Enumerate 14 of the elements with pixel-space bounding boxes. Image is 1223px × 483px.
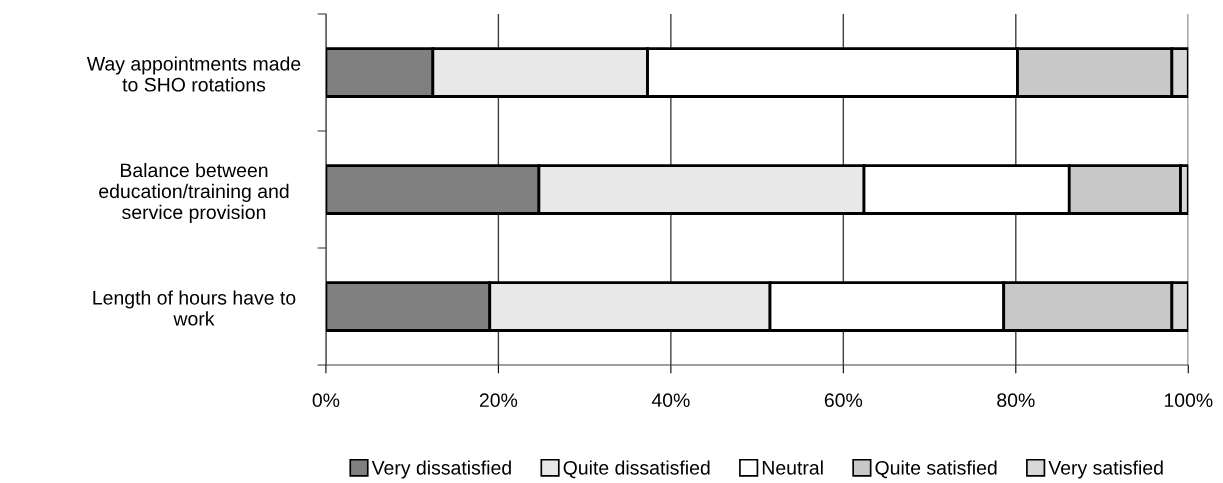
legend-label: Neutral — [762, 460, 823, 475]
x-tick-label: 80% — [997, 393, 1035, 408]
x-tick-label: 100% — [1164, 393, 1213, 408]
legend-label: Quite dissatisfied — [563, 460, 710, 479]
x-tick-label: 40% — [651, 393, 690, 408]
y-tick-label: Length of hours have to work — [93, 290, 296, 326]
x-tick-label: 60% — [824, 393, 863, 408]
x-tick-label: 20% — [479, 393, 518, 408]
x-tick-label: 0% — [312, 393, 340, 408]
legend-label: Very dissatisfied — [371, 460, 511, 479]
legend-label: Very satisfied — [1048, 460, 1163, 479]
y-tick-label: Balance between education/training and service provision — [99, 162, 289, 223]
y-tick-label: Way appointments made to SHO rotations — [86, 56, 301, 92]
legend-label: Quite satisfied — [875, 460, 997, 479]
